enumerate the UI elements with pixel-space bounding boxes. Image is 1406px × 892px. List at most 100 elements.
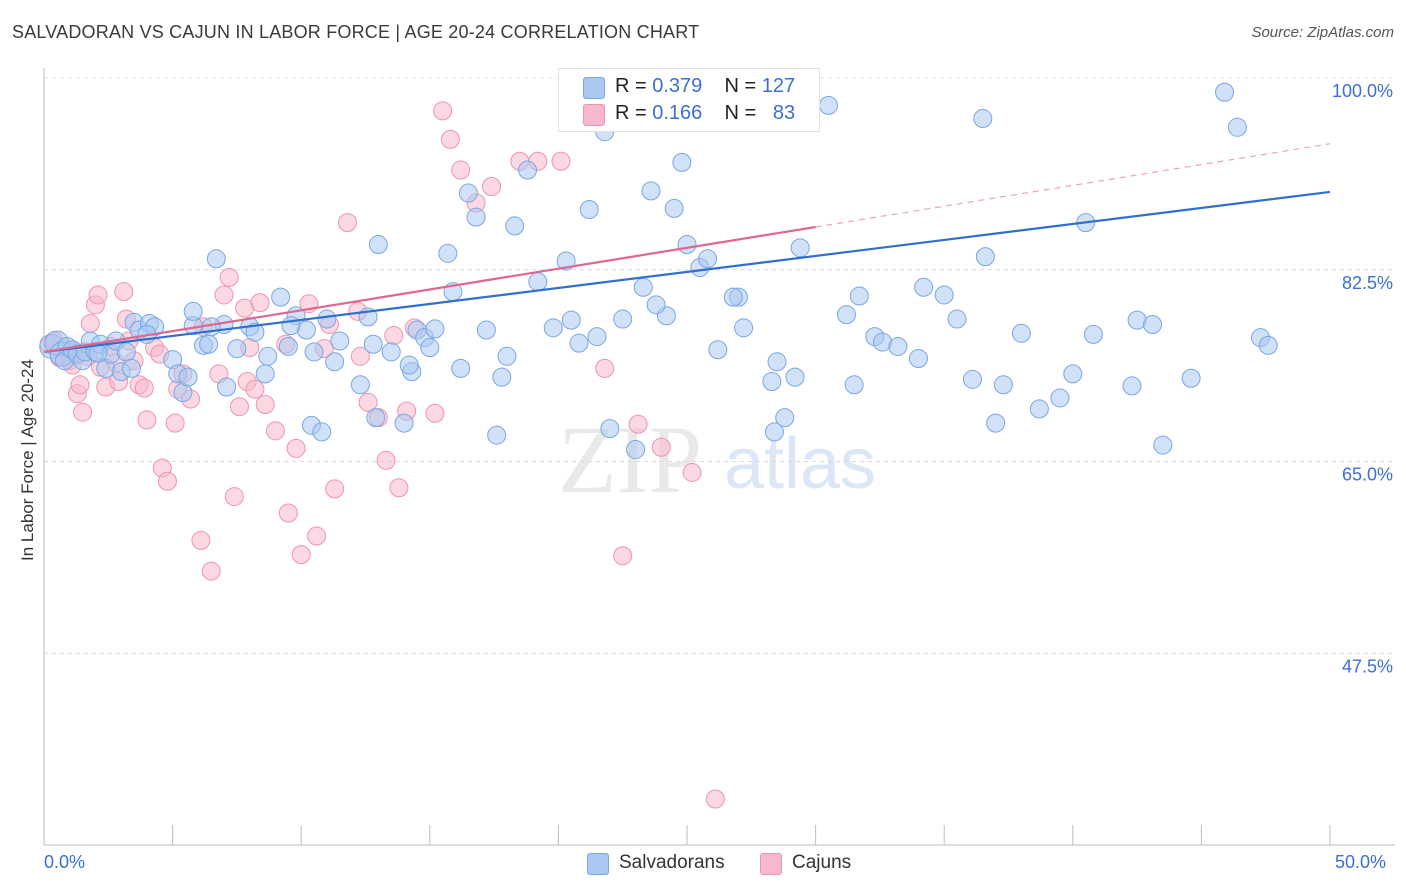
salvadorans-point <box>518 160 538 180</box>
salvadorans-point <box>492 367 512 387</box>
salvadorans-point <box>587 327 607 347</box>
salvadorans-point <box>762 372 782 392</box>
salvadorans-point <box>986 413 1006 433</box>
cajuns-point <box>482 176 502 196</box>
salvadorans-point <box>178 367 198 387</box>
cajuns-point <box>705 789 725 809</box>
salvadorans-point <box>1143 315 1163 335</box>
salvadorans-point <box>914 277 934 297</box>
salvadorans-point <box>698 249 718 269</box>
salvadorans-point <box>451 358 471 378</box>
source-label: Source: ZipAtlas.com <box>1251 24 1394 41</box>
salvadorans-point <box>1029 399 1049 419</box>
cajuns-point <box>551 151 571 171</box>
salvadorans-point <box>1083 324 1103 344</box>
y-axis-label: In Labor Force | Age 20-24 <box>18 359 37 561</box>
salvadorans-point <box>973 109 993 129</box>
salvadorans-point <box>888 336 908 356</box>
salvadorans-point <box>325 352 345 372</box>
salvadorans-point <box>764 422 784 442</box>
salvadorans-point <box>556 251 576 271</box>
cajuns-point <box>245 379 265 399</box>
salvadorans-point <box>116 342 136 362</box>
cajuns-point <box>389 478 409 498</box>
cajuns-trend-extension <box>815 143 1331 228</box>
salvadorans-point <box>908 349 928 369</box>
salvadorans-point <box>1050 388 1070 408</box>
cajuns-point <box>425 403 445 423</box>
salvadorans-point <box>767 352 787 372</box>
cajuns-point <box>451 160 471 180</box>
salvadorans-point <box>633 277 653 297</box>
cajuns-swatch <box>583 104 605 126</box>
legend-n-value: 127 <box>761 75 796 97</box>
salvadorans-point <box>420 338 440 358</box>
cajuns-point <box>88 285 108 305</box>
cajuns-point <box>224 487 244 507</box>
trend-lines <box>43 143 1331 354</box>
salvadorans-point <box>505 216 525 236</box>
salvadorans-point <box>1227 117 1247 137</box>
salvadorans-point <box>1122 376 1142 396</box>
salvadorans-point <box>245 322 265 342</box>
cajuns-point <box>255 395 275 415</box>
salvadorans-point <box>217 377 237 397</box>
salvadorans-point <box>466 207 486 227</box>
salvadorans-point <box>818 95 838 115</box>
cajuns-point <box>219 267 239 287</box>
salvadorans-point <box>1258 335 1278 355</box>
cajuns-point <box>191 530 211 550</box>
y-tick-label: 82.5% <box>1342 273 1393 293</box>
salvadorans-point <box>790 238 810 258</box>
salvadorans-point <box>206 249 226 269</box>
salvadorans-point <box>975 247 995 267</box>
salvadorans-point <box>330 331 350 351</box>
salvadorans-swatch <box>583 77 605 99</box>
salvadorans-point <box>487 425 507 445</box>
y-tick-label: 65.0% <box>1342 465 1393 485</box>
cajuns-point <box>384 325 404 345</box>
salvadorans-point <box>844 375 864 395</box>
salvadorans-point <box>785 367 805 387</box>
salvadorans-point <box>476 320 496 340</box>
salvadorans-point <box>836 305 856 325</box>
salvadorans-point <box>394 413 414 433</box>
salvadorans-point <box>458 183 478 203</box>
salvadorans-point <box>734 318 754 338</box>
y-tick-label: 47.5% <box>1342 656 1393 676</box>
cajuns-point <box>114 282 134 302</box>
salvadorans-point <box>438 243 458 263</box>
salvadorans-point <box>258 346 278 366</box>
cajuns-point <box>350 346 370 366</box>
salvadorans-point <box>934 285 954 305</box>
salvadorans-point <box>227 339 247 359</box>
cajuns-point <box>613 546 633 566</box>
salvadorans-point <box>1215 82 1235 102</box>
legend-n-label: N = <box>724 102 757 124</box>
legend-r-label: R = <box>615 102 647 124</box>
legend-r-label: R = <box>615 75 647 97</box>
cajuns-point <box>214 285 234 305</box>
cajuns-point <box>358 392 378 412</box>
cajuns-point <box>628 414 648 434</box>
salvadorans-point <box>121 358 141 378</box>
salvadorans-point <box>183 301 203 321</box>
salvadorans-point <box>543 318 563 338</box>
cajuns-point <box>682 462 702 482</box>
salvadorans-point <box>723 287 743 307</box>
chart-title: SALVADORAN VS CAJUN IN LABOR FORCE | AGE… <box>12 22 700 42</box>
legend-n-label: N = <box>724 75 757 97</box>
cajuns-point <box>80 313 100 333</box>
cajuns-swatch <box>760 853 782 875</box>
salvadorans-point <box>312 422 332 442</box>
cajuns-point <box>250 293 270 313</box>
cajuns-point <box>325 479 345 499</box>
salvadorans-point <box>381 342 401 362</box>
salvadorans-point <box>849 286 869 306</box>
cajuns-point <box>651 437 671 457</box>
y-tick-label: 100.0% <box>1332 81 1393 101</box>
legend-label-cajuns: Cajuns <box>792 852 852 873</box>
cajuns-point <box>73 402 93 422</box>
cajuns-point <box>440 129 460 149</box>
